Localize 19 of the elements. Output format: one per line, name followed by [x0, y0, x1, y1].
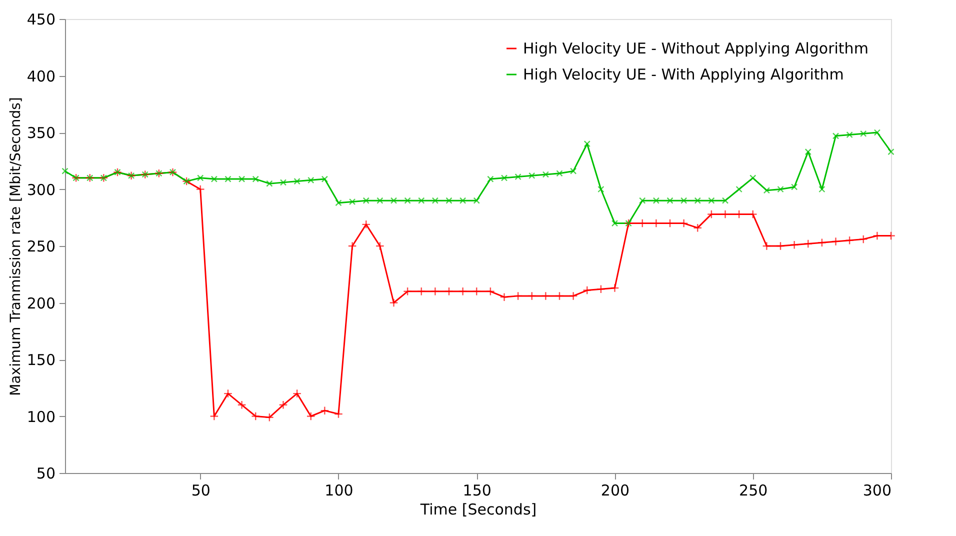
legend-label: High Velocity UE - Without Applying Algorithm [523, 40, 868, 58]
y-tick-label: 150 [26, 351, 56, 369]
x-axis-title: Time [Seconds] [419, 500, 537, 518]
y-tick-label: 400 [26, 67, 56, 86]
y-tick-label: 450 [26, 10, 56, 28]
y-tick-label: 50 [36, 464, 56, 482]
y-tick-label: 100 [26, 408, 56, 426]
y-tick-label: 350 [26, 124, 56, 142]
x-tick-label: 50 [191, 482, 210, 500]
x-tick-label: 150 [462, 482, 492, 500]
x-tick-label: 100 [324, 482, 354, 500]
legend-label: High Velocity UE - With Applying Algorithm [523, 66, 844, 84]
x-tick-label: 300 [862, 482, 892, 500]
y-tick-label: 250 [26, 238, 56, 256]
y-axis-title: Maximum Tranmission rate [Mbit/Seconds] [8, 97, 24, 396]
y-tick-label: 200 [26, 294, 56, 312]
y-tick-label: 300 [26, 180, 56, 199]
x-tick-label: 250 [739, 482, 768, 500]
x-tick-label: 200 [600, 482, 630, 500]
